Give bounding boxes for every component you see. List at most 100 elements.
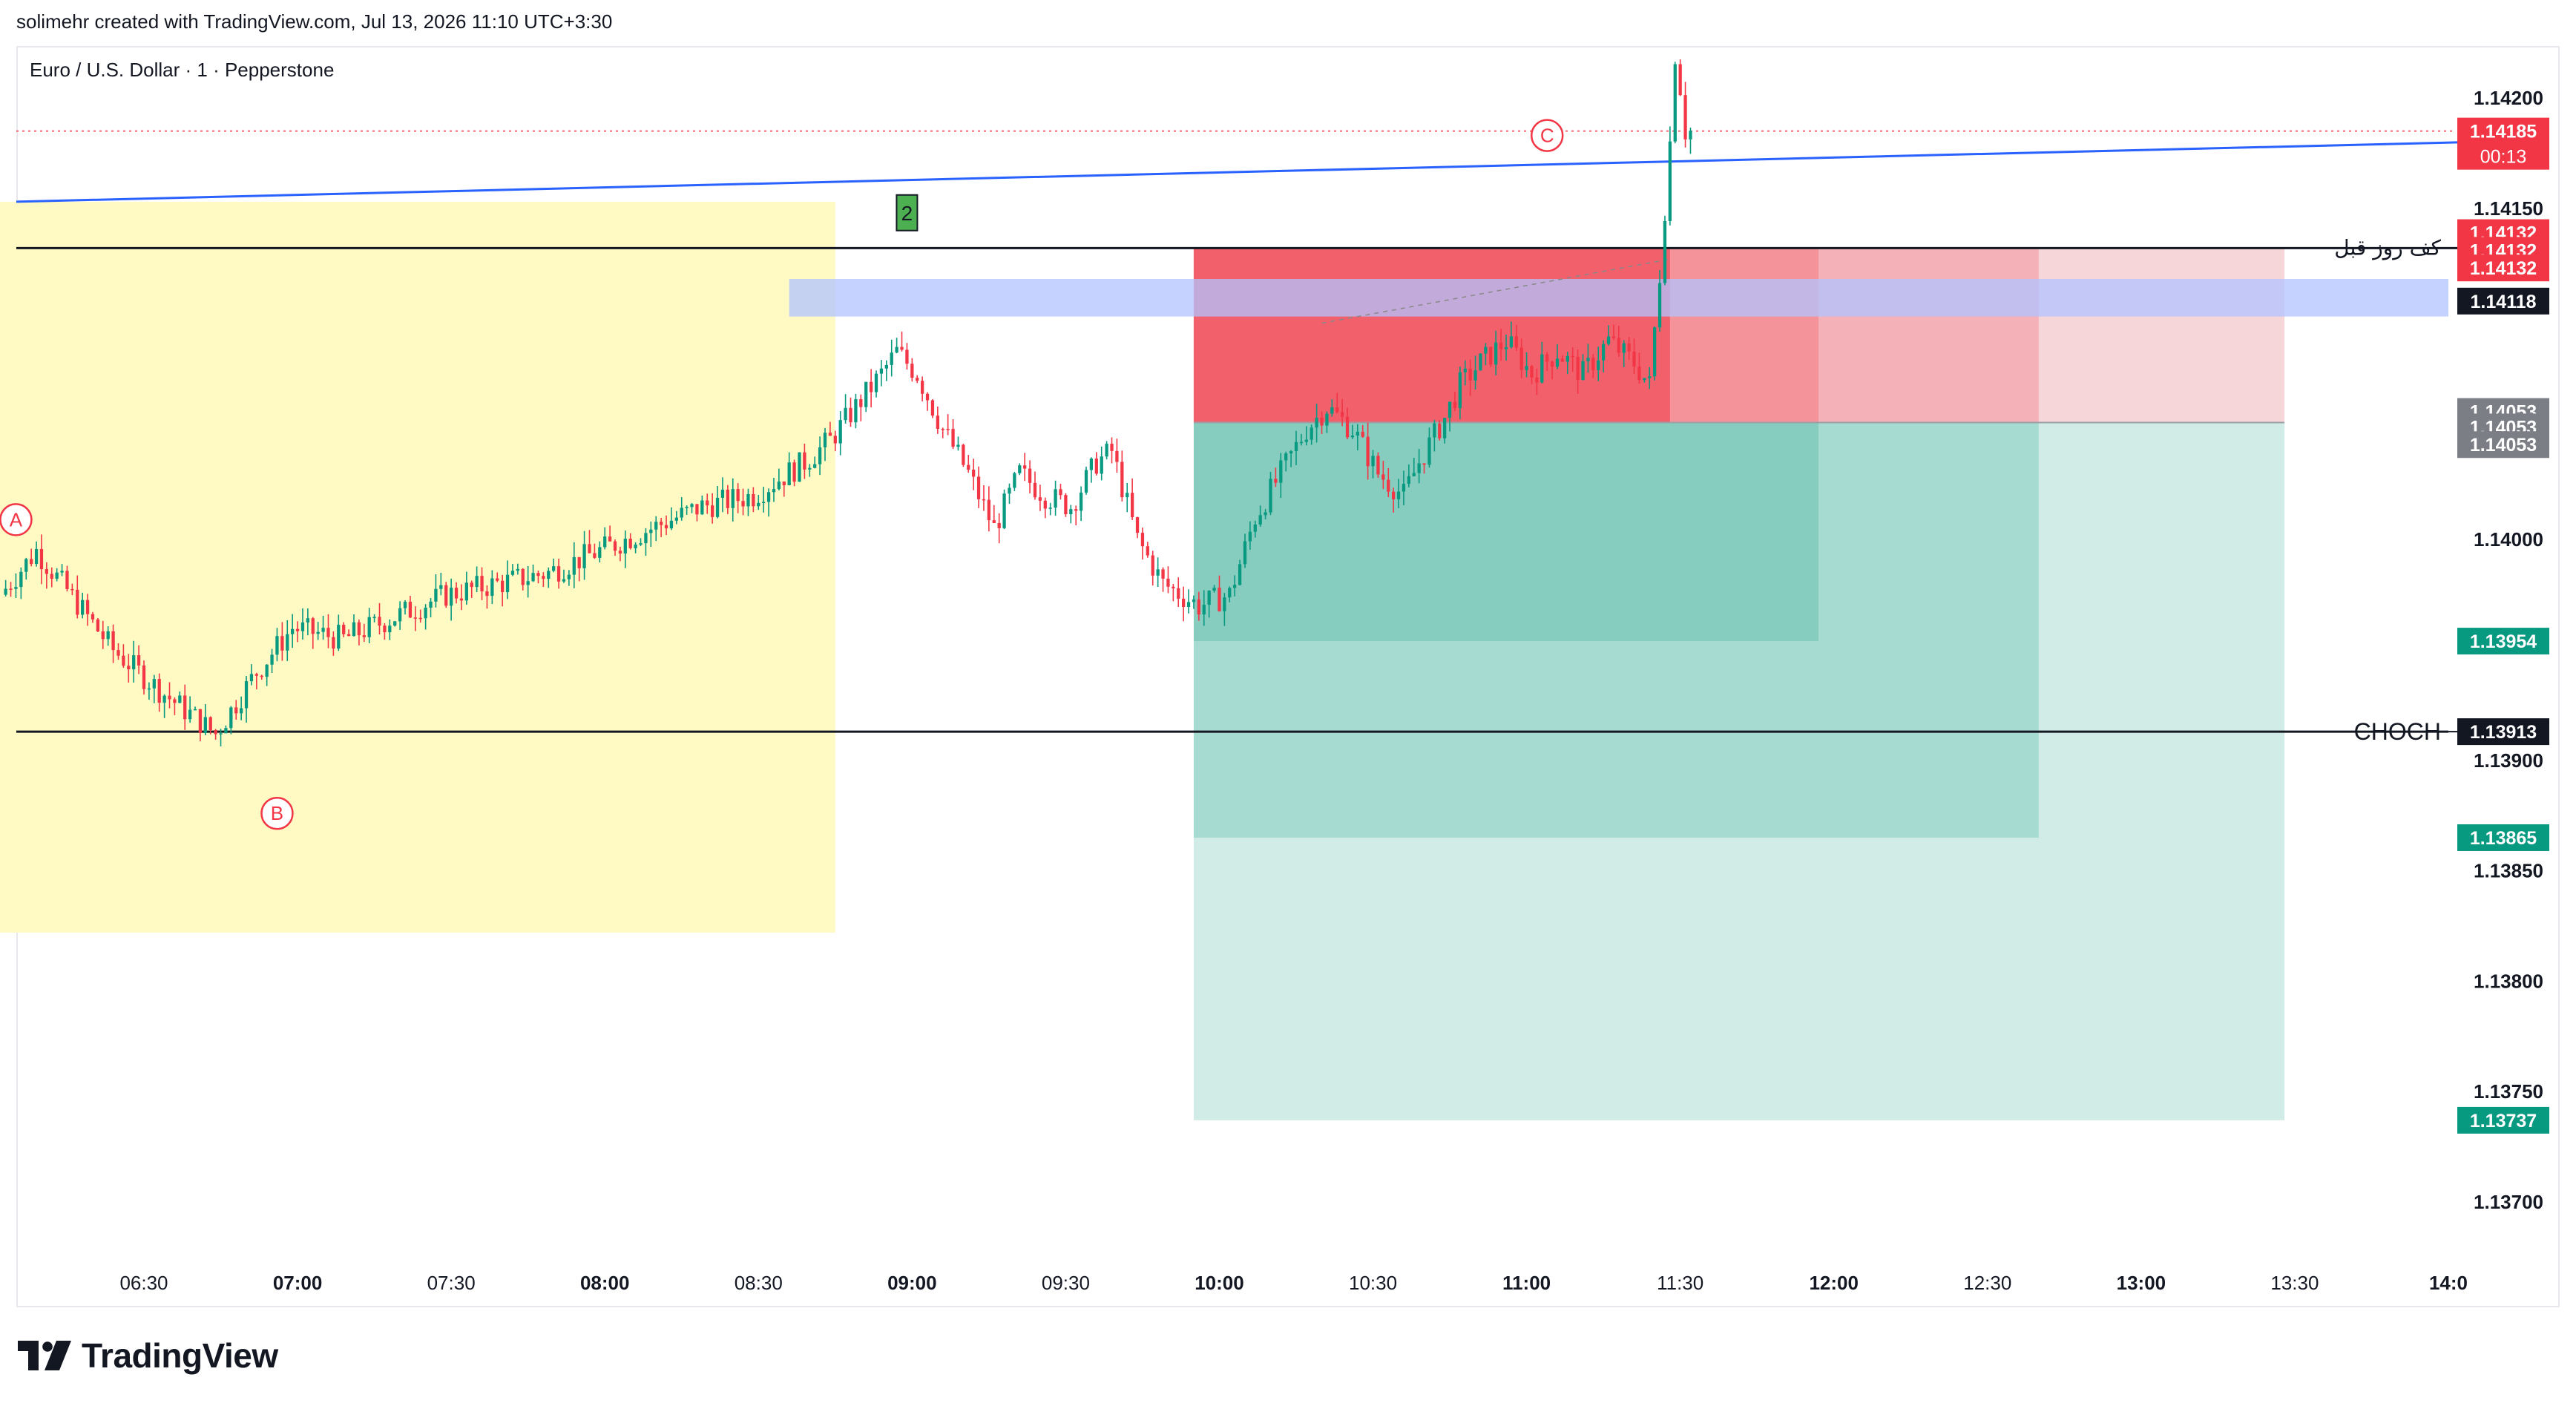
candle-body: [706, 500, 709, 506]
y-tick-label: 1.14000: [2474, 528, 2543, 551]
candle-body: [916, 378, 919, 381]
candle-body: [941, 428, 944, 430]
candle-body: [398, 608, 402, 622]
tradingview-logo[interactable]: TradingView: [18, 1336, 278, 1376]
candle-body: [1289, 450, 1293, 454]
candle-body: [1376, 456, 1380, 475]
trendline: [16, 141, 2469, 203]
candle-body: [183, 695, 187, 720]
candle-body: [4, 588, 7, 595]
candle-body: [1084, 470, 1088, 493]
candle-body: [1094, 459, 1098, 474]
candle-body: [280, 636, 284, 651]
candle-body: [142, 665, 146, 689]
candle-body: [874, 373, 878, 392]
candle-body: [1617, 338, 1620, 353]
candle-body: [291, 628, 295, 634]
candle-body: [879, 368, 884, 374]
candle-body: [106, 631, 110, 640]
candle-body: [1028, 468, 1032, 483]
candle-body: [1192, 599, 1196, 602]
candle-body: [424, 608, 427, 619]
candle-body: [1402, 484, 1406, 492]
candle-body: [1156, 569, 1160, 576]
candle-body: [1243, 541, 1247, 565]
candle-body: [618, 551, 622, 554]
candle-body: [711, 505, 714, 517]
candle-body: [1530, 366, 1534, 378]
candle-body: [859, 399, 863, 407]
candle-body: [582, 544, 586, 568]
candle-body: [1340, 412, 1344, 417]
candle-body: [1458, 372, 1462, 408]
candle-body: [1350, 436, 1355, 438]
x-tick-label: 09:00: [887, 1272, 937, 1294]
candle-body: [1499, 342, 1503, 349]
candle-body: [1586, 358, 1590, 361]
candle-body: [1335, 407, 1339, 413]
black-tag: 1.14118: [2471, 292, 2537, 312]
candle-body: [39, 548, 44, 570]
green-tag-3: 1.13737: [2470, 1111, 2537, 1131]
candle-body: [864, 381, 868, 407]
grey-tag-3: 1.14053: [2470, 435, 2537, 456]
candle-body: [649, 529, 653, 533]
candle-body: [470, 582, 473, 588]
candle-body: [1048, 507, 1052, 509]
x-tick-label: 11:30: [1657, 1272, 1703, 1294]
candle-body: [1135, 517, 1140, 533]
candle-body: [116, 650, 120, 656]
candle-body: [357, 622, 361, 636]
candle-body: [628, 539, 632, 548]
candle-body: [326, 628, 330, 637]
candle-body: [685, 507, 689, 508]
candle-body: [501, 580, 505, 593]
candle-body: [547, 571, 551, 579]
candle-body: [808, 467, 812, 470]
candle-body: [9, 588, 13, 590]
x-tick-label: 13:30: [2270, 1272, 2319, 1294]
y-tick-label: 1.14150: [2474, 197, 2543, 220]
candle-body: [91, 614, 95, 620]
wave-b-label: B: [271, 802, 283, 824]
candle-body: [936, 415, 939, 429]
candle-body: [828, 433, 832, 436]
candle-body: [1186, 602, 1191, 608]
candle-body: [1565, 355, 1569, 362]
candle-body: [1038, 497, 1042, 501]
wave-a-label: A: [10, 508, 23, 530]
candle-body: [1223, 597, 1226, 611]
candle-body: [608, 536, 612, 542]
marker-2-box: [896, 194, 919, 231]
candle-body: [1473, 370, 1477, 381]
candle-body: [1130, 493, 1134, 518]
green-tag-1-bg: [2457, 628, 2549, 655]
candle-body: [726, 489, 729, 508]
candle-body: [803, 452, 806, 470]
candle-body: [1212, 588, 1216, 591]
candle-body: [1366, 436, 1370, 467]
target-zone-1: [1193, 422, 1819, 642]
candle-body: [418, 617, 422, 620]
candle-body: [1304, 439, 1308, 442]
symbol-title[interactable]: Euro / U.S. Dollar · 1 · Pepperstone: [30, 59, 334, 81]
candle-body: [403, 602, 407, 608]
y-tick-label: 1.13800: [2474, 970, 2543, 992]
candle-body: [429, 601, 433, 608]
candle-body: [690, 504, 694, 507]
candle-body: [997, 522, 1001, 528]
candle-body: [81, 599, 85, 615]
candle-body: [1509, 336, 1514, 347]
candle-body: [1002, 493, 1006, 528]
candle-body: [1412, 473, 1416, 476]
candle-body: [1422, 463, 1426, 465]
last-price-tag-bg: [2457, 117, 2549, 170]
candle-body: [854, 399, 858, 423]
candle-body: [654, 522, 658, 530]
candle-body: [542, 576, 545, 579]
candle-body: [137, 655, 141, 666]
y-tick-label: 1.13700: [2474, 1191, 2543, 1213]
candle-body: [623, 539, 627, 554]
candle-body: [962, 444, 965, 465]
